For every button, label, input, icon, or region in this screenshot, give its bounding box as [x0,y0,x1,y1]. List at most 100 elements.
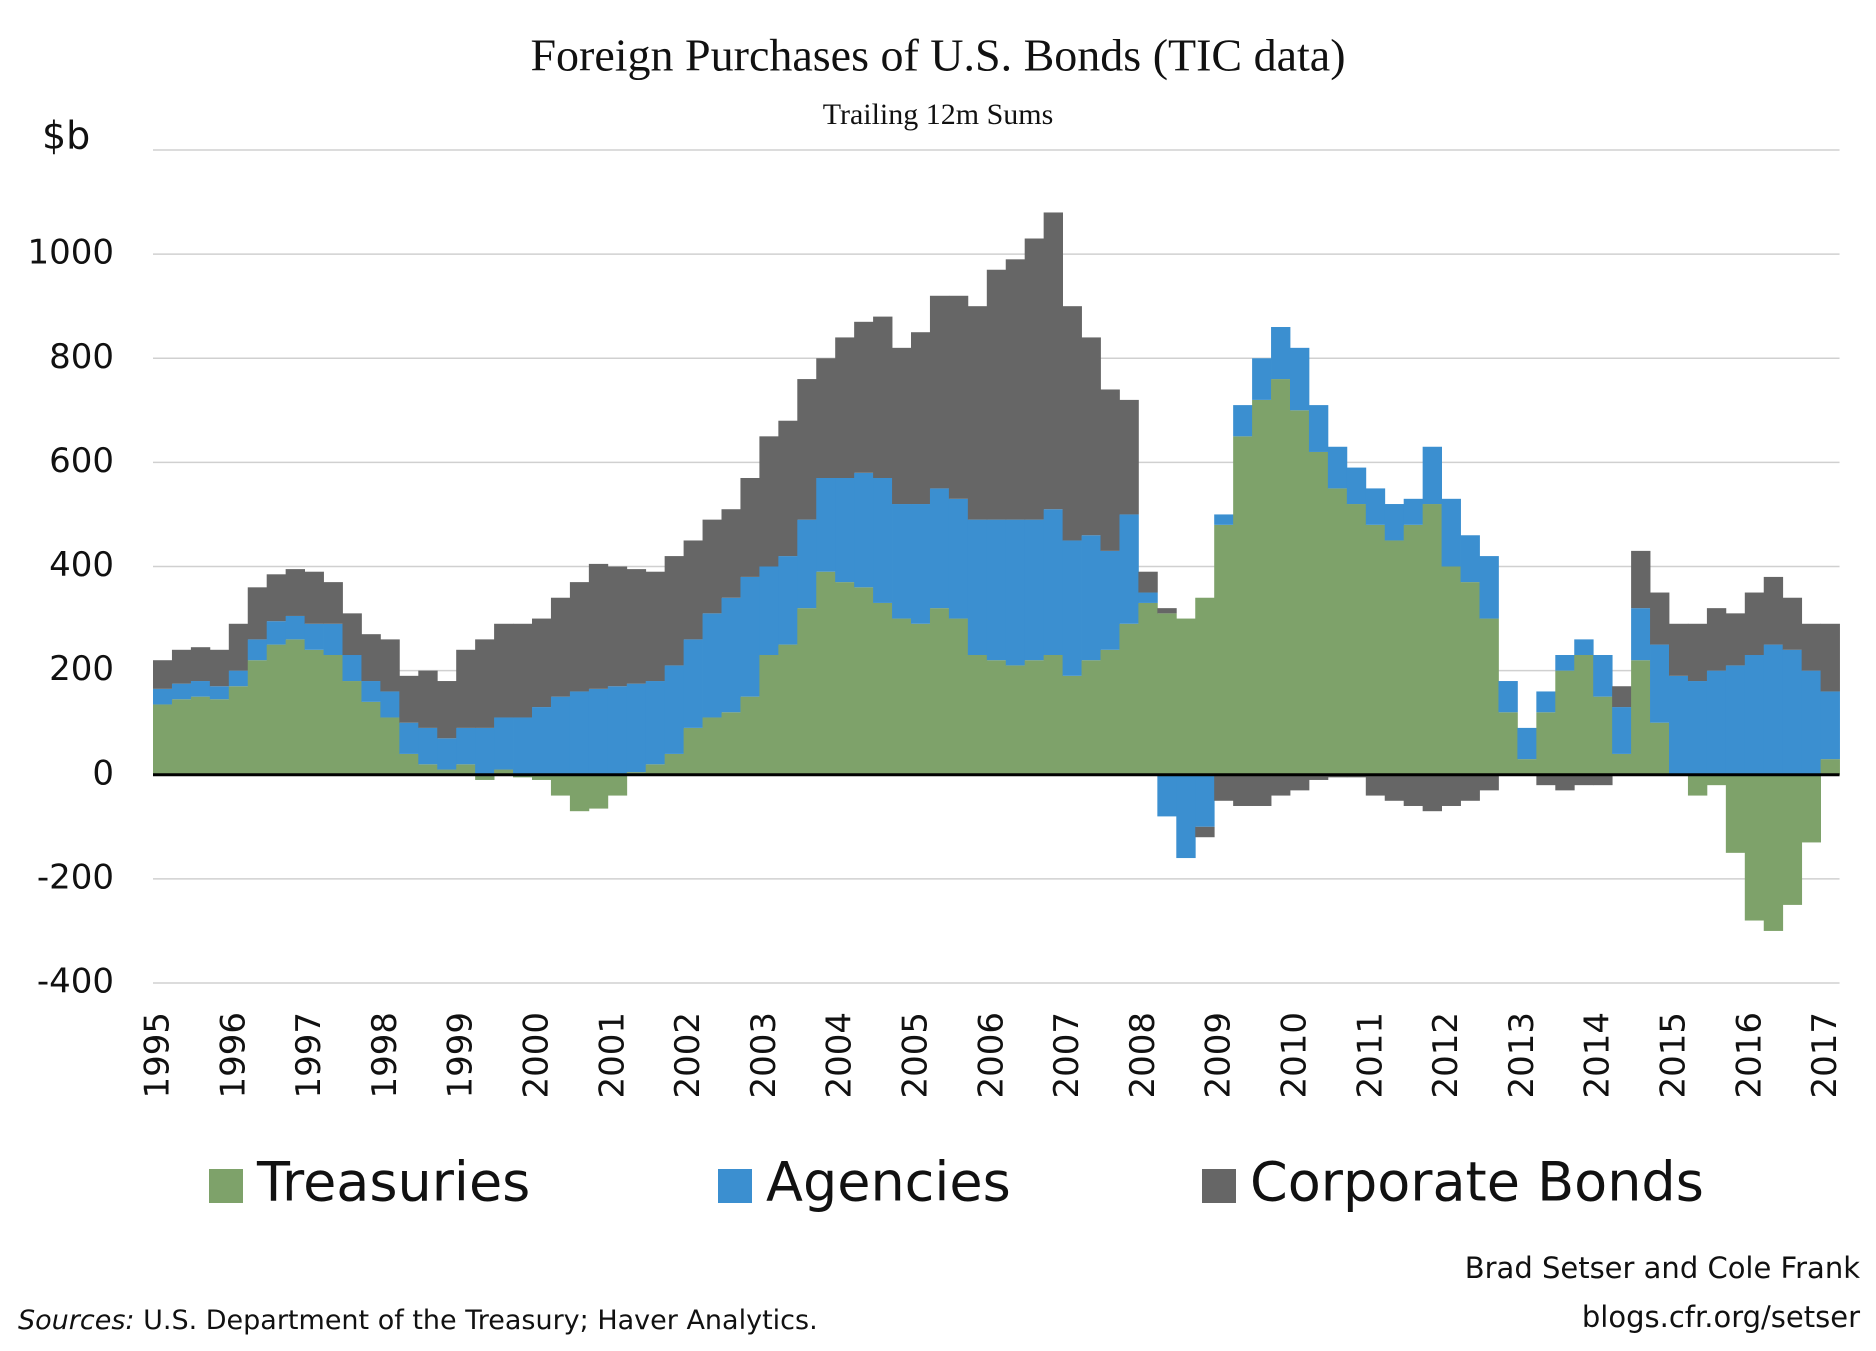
bar-segment [1555,655,1575,671]
bar-segment [1157,613,1177,775]
bar-segment [702,519,722,614]
bar-segment [588,563,609,689]
bar-segment [1536,691,1556,713]
bar-segment [456,649,476,728]
bar-segment [1214,774,1234,801]
bar-segment [835,582,855,775]
bar-segment [1138,571,1158,593]
bar-segment [380,639,400,692]
bar-segment [399,675,419,723]
bar-segment [986,660,1007,775]
bar-segment [1536,774,1556,786]
bar-segment [1782,597,1803,650]
y-tick-label: 200 [49,649,114,689]
bar-segment [1384,540,1405,775]
bar-segment [721,509,741,598]
bar-segment [342,681,362,775]
bar-segment [171,683,192,700]
bar-segment [948,295,969,499]
legend-label: Treasuries [256,1151,530,1214]
y-axis-label: $b [42,114,90,158]
bar-segment [1384,504,1405,541]
bar-segment [418,727,438,765]
bar-segment [929,608,950,775]
bar-segment [361,701,381,775]
bar-segment [1536,712,1556,775]
bar-segment [1574,774,1594,786]
bar-segment [1384,774,1405,801]
bar-segment [304,649,324,775]
bar-segment [1612,686,1632,708]
bar-segment [228,670,249,687]
bar-segment [1081,660,1101,775]
bar-segment [1650,722,1670,775]
bar-segment [1119,399,1139,515]
bar-segment [418,764,438,775]
bar-segment [247,660,268,775]
bar-segment [247,587,268,640]
legend-swatch [1202,1169,1236,1203]
bar-segment [1687,681,1708,775]
bar-segment [1725,613,1746,666]
bar-segment [437,681,457,739]
bar-segment [1460,535,1480,583]
bar-segment [645,571,666,682]
bar-segment [797,379,817,520]
bar-segment [418,670,438,728]
bar-segment [1706,670,1727,775]
x-tick-label: 1995 [138,1012,178,1099]
bar-segment [1650,644,1670,723]
bar-segment [816,358,836,478]
bar-segment [1043,509,1063,656]
bar-segment [1195,774,1215,827]
bar-segment [209,649,230,687]
bar-segment [550,597,571,697]
bar-segment [1460,582,1480,775]
bar-segment [532,707,552,775]
bar-segment [645,764,666,775]
bar-segment [1195,597,1215,775]
bar-segment [929,295,950,489]
bar-segment [588,688,609,775]
x-tick-label: 1997 [289,1012,329,1099]
bar-segment [1005,665,1026,775]
chart-title: Foreign Purchases of U.S. Bonds (TIC dat… [530,30,1345,81]
x-tick-label: 2011 [1350,1012,1390,1099]
bar-segment [1252,399,1272,775]
bar-segment [285,639,305,775]
chart-subtitle: Trailing 12m Sums [823,98,1054,131]
bar-segment [437,769,457,775]
bar-segment [1820,691,1840,760]
bar-segment [1574,655,1594,775]
y-tick-label: 0 [92,753,114,793]
y-tick-label: 800 [49,337,114,377]
credit: Brad Setser and Cole Frank [1465,1251,1860,1285]
x-tick-label: 2004 [820,1012,860,1099]
bar-segment [1119,623,1139,775]
bar-segment [513,623,533,718]
bar-segment [190,681,211,697]
bar-segment [702,717,722,775]
bar-segment [892,504,912,619]
bar-segment [153,704,173,775]
bar-segment [1024,660,1045,775]
bar-segment [1744,774,1765,921]
bar-segment [1498,712,1518,775]
bar-segment [1725,665,1746,775]
bar-segment [1763,774,1784,931]
bar-segment [645,681,666,765]
bar-segment [1706,608,1727,671]
bar-segment [1176,618,1196,775]
bar-segment [1744,655,1765,775]
bar-segment [1479,618,1499,775]
bar-segment [911,332,931,505]
bar-segment [209,699,230,775]
bar-segment [1631,550,1651,609]
bar-segment [1706,774,1727,786]
bar-segment [588,774,609,809]
bar-segment [1271,379,1291,775]
bar-segment [683,639,703,728]
bar-segment [171,699,192,775]
bar-segment [494,717,514,770]
bar-segment [569,774,590,812]
